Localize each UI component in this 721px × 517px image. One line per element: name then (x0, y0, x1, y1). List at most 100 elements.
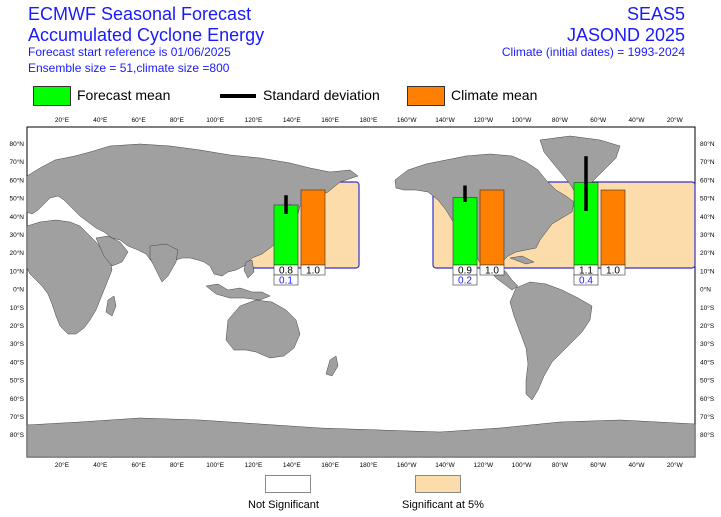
x-tick-top: 40°E (93, 116, 108, 124)
y-tick-right: 50°S (700, 377, 715, 385)
significance-value-box (273, 274, 299, 286)
significance-value-label: 0.1 (279, 276, 293, 287)
legend-climate-label: Climate mean (451, 87, 538, 103)
climate-value-label: 1.0 (306, 266, 320, 277)
y-tick-right: 60°N (700, 176, 715, 184)
y-tick-right: 60°S (700, 395, 715, 403)
climate-value-box (600, 264, 626, 276)
y-tick-left: 60°N (9, 176, 24, 184)
climate-value-label: 1.0 (606, 266, 620, 277)
forecast-bar (452, 197, 478, 266)
x-tick-bottom: 40°E (93, 461, 108, 469)
climate-period-text: Climate (initial dates) = 1993-2024 (501, 45, 685, 59)
x-tick-bottom: 160°E (321, 461, 339, 469)
significance-value-label: 0.4 (579, 276, 593, 287)
y-tick-left: 70°N (9, 158, 24, 166)
land-india (149, 243, 179, 283)
y-tick-right: 20°N (700, 249, 715, 257)
y-tick-right: 70°N (700, 158, 715, 166)
climate-bar (600, 189, 626, 266)
land-caribbean (509, 255, 535, 265)
x-tick-top: 140°W (435, 116, 455, 124)
forecast-value-label: 0.8 (279, 266, 293, 277)
bar-group: 0.80.1 1.0 0.90.2 1.0 1.10.4 1.0 (273, 156, 626, 287)
significance-value-box (573, 274, 599, 286)
x-tick-bottom: 40°W (629, 461, 646, 469)
land-antarctica (26, 417, 696, 458)
x-tick-bottom: 160°W (397, 461, 417, 469)
climate-bar (300, 189, 326, 266)
y-tick-right: 40°S (700, 358, 715, 366)
land-australia (225, 299, 301, 359)
x-tick-bottom: 120°E (245, 461, 263, 469)
significant-label: Significant at 5% (402, 499, 484, 511)
x-tick-bottom: 20°W (667, 461, 684, 469)
y-tick-right: 10°S (700, 304, 715, 312)
x-tick-bottom: 60°E (132, 461, 147, 469)
x-tick-bottom: 140°W (435, 461, 455, 469)
y-tick-left: 20°S (10, 322, 25, 330)
x-tick-top: 60°E (132, 116, 147, 124)
land-south-america (509, 281, 593, 401)
y-tick-left: 60°S (10, 395, 25, 403)
x-tick-top: 20°E (55, 116, 70, 124)
x-tick-top: 180°E (360, 116, 378, 124)
forecast-value-label: 0.9 (458, 266, 472, 277)
y-tick-left: 70°S (10, 413, 25, 421)
ensemble-size-text: Ensemble size = 51,climate size =800 (28, 61, 230, 75)
y-tick-right: 0°N (700, 286, 711, 294)
y-tick-right: 50°N (700, 195, 715, 203)
x-tick-top: 20°W (667, 116, 684, 124)
significant-swatch (415, 475, 461, 493)
y-tick-left: 80°S (10, 431, 25, 439)
x-tick-top: 160°E (321, 116, 339, 124)
y-tick-right: 10°N (700, 267, 715, 275)
land-africa (26, 219, 113, 335)
y-tick-left: 50°N (9, 195, 24, 203)
not-significant-label: Not Significant (248, 499, 319, 511)
climate-value-box (300, 264, 326, 276)
x-tick-top: 160°W (397, 116, 417, 124)
x-tick-top: 40°W (629, 116, 646, 124)
not-significant-swatch (265, 475, 311, 493)
x-tick-top: 140°E (283, 116, 301, 124)
land-arabia (95, 235, 129, 267)
x-tick-top: 80°W (552, 116, 569, 124)
y-tick-left: 30°N (9, 231, 24, 239)
season-title: JASOND 2025 (566, 25, 685, 45)
y-tick-right: 80°S (700, 431, 715, 439)
y-tick-left: 30°S (10, 340, 25, 348)
x-tick-bottom: 140°E (283, 461, 301, 469)
x-tick-top: 80°E (170, 116, 185, 124)
system-title: SEAS5 (626, 4, 685, 24)
y-tick-right: 40°N (700, 213, 715, 221)
y-tick-left: 10°N (9, 267, 24, 275)
x-tick-bottom: 80°W (552, 461, 569, 469)
legend-sd-label: Standard deviation (263, 87, 380, 103)
x-ticks-top: 20°E 40°E 60°E 80°E 100°E 120°E 140°E 160°E 180°… (55, 116, 684, 124)
legend-forecast-label: Forecast mean (77, 87, 171, 103)
x-tick-bottom: 180°E (360, 461, 378, 469)
land-madagascar (105, 295, 117, 317)
x-tick-bottom: 120°W (474, 461, 494, 469)
x-tick-bottom: 20°E (55, 461, 70, 469)
y-tick-left: 20°N (9, 249, 24, 257)
y-tick-left: 0°N (13, 286, 24, 294)
x-tick-bottom: 100°E (206, 461, 224, 469)
y-ticks-right: 80°N 70°N 60°N 50°N 40°N 30°N 20°N 10°N 0°N 10°S 2… (700, 140, 715, 439)
land-indonesia (205, 283, 271, 301)
y-tick-right: 80°N (700, 140, 715, 148)
title-line-2: Accumulated Cyclone Energy (28, 25, 265, 45)
x-tick-top: 120°E (245, 116, 263, 124)
climate-value-label: 1.0 (485, 266, 499, 277)
y-ticks-left: 80°N 70°N 60°N 50°N 40°N 30°N 20°N 10°N 0°N 10°S 2… (9, 140, 24, 439)
y-tick-right: 20°S (700, 322, 715, 330)
climate-value-box (479, 264, 505, 276)
x-ticks-bottom: 20°E 40°E 60°E 80°E 100°E 120°E 140°E 160°E 180°… (55, 461, 684, 469)
land-new-zealand (325, 355, 339, 377)
x-tick-top: 100°W (512, 116, 532, 124)
legend-forecast-swatch (33, 86, 71, 106)
y-tick-left: 80°N (9, 140, 24, 148)
significance-value-box (452, 274, 478, 286)
